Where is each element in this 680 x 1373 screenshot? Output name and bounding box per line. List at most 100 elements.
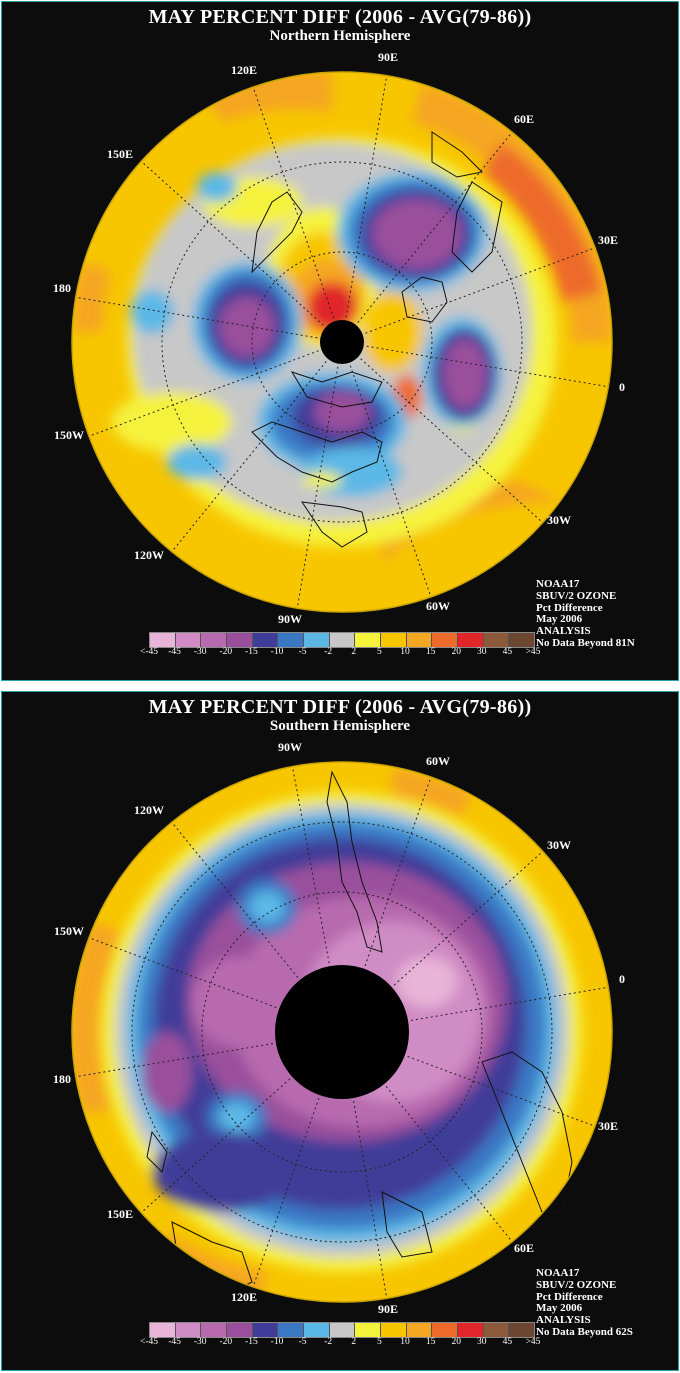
quantity-label: Pct Difference — [536, 601, 603, 614]
instrument-label: SBUV/2 OZONE — [536, 589, 617, 602]
satellite-label: NOAA17 — [536, 1267, 580, 1279]
legend-swatch — [381, 633, 407, 647]
legend-tick-label: 15 — [425, 1337, 436, 1347]
legend-tick-label: <-45 — [139, 647, 159, 657]
legend-swatch — [227, 1323, 253, 1337]
lon-label-90w: 90W — [278, 740, 302, 754]
legend-swatch — [329, 1323, 356, 1337]
color-legend-labels: <-45 -45 -30 -20 -15 -10 -5 -2 2 5 10 15 20 30 45 >45 — [139, 647, 542, 659]
lon-label-60w: 60W — [426, 599, 450, 613]
map-boundary — [71, 761, 613, 1303]
legend-tick-label: -45 — [168, 647, 181, 657]
northern-hemisphere-panel: MAY PERCENT DIFF (2006 - AVG(79-86)) Nor… — [1, 1, 679, 681]
legend-swatch — [329, 633, 356, 647]
legend-swatch — [304, 633, 330, 647]
coastlines — [146, 770, 573, 1293]
legend-swatch — [227, 633, 253, 647]
lon-label-0: 0 — [619, 972, 625, 986]
legend-swatch — [509, 1323, 535, 1337]
legend-tick-label: -15 — [245, 647, 258, 657]
legend-tick-label: -45 — [168, 1337, 181, 1347]
lon-label-30e: 30E — [598, 233, 619, 247]
lon-label-60e: 60E — [514, 112, 535, 126]
legend-swatch — [175, 633, 202, 647]
lon-label-120e: 120E — [231, 63, 258, 77]
product-label: ANALYSIS — [536, 625, 591, 638]
legend-swatch — [432, 1323, 459, 1337]
legend-swatch — [175, 1323, 202, 1337]
instrument-label: SBUV/2 OZONE — [536, 1278, 617, 1291]
legend-tick-label: >45 — [525, 1337, 541, 1347]
legend-swatch — [150, 1323, 176, 1337]
legend-swatch — [432, 633, 459, 647]
color-legend-bar — [149, 1322, 535, 1338]
lon-label-0: 0 — [619, 380, 625, 394]
legend-tick-label: -2 — [324, 647, 333, 657]
map-info-block: NOAA17 SBUV/2 OZONE Pct Difference May 2… — [536, 578, 635, 650]
quantity-label: Pct Difference — [536, 1290, 603, 1303]
lon-label-30e: 30E — [598, 1119, 619, 1133]
legend-tick-label: 10 — [400, 647, 410, 657]
lon-label-120e: 120E — [231, 1290, 258, 1304]
lon-label-150w: 150W — [54, 924, 84, 938]
lon-label-90e: 90E — [378, 50, 399, 64]
map-info-block: NOAA17 SBUV/2 OZONE Pct Difference May 2… — [536, 1267, 633, 1339]
southern-hemisphere-panel: MAY PERCENT DIFF (2006 - AVG(79-86)) Sou… — [1, 691, 679, 1371]
data-limit-label: No Data Beyond 81N — [536, 636, 635, 649]
polar-no-data-hole — [320, 320, 364, 364]
legend-swatch — [458, 633, 484, 647]
polar-no-data-hole — [275, 965, 409, 1099]
polar-ozone-map — [71, 761, 613, 1303]
legend-swatch — [381, 1323, 407, 1337]
legend-swatch — [406, 1323, 433, 1337]
legend-swatch — [252, 1323, 279, 1337]
lon-label-150w: 150W — [54, 428, 84, 442]
legend-tick-label: -5 — [298, 647, 307, 657]
lon-label-90w: 90W — [278, 612, 302, 626]
legend-swatch — [252, 633, 279, 647]
legend-tick-label: 5 — [377, 647, 382, 657]
legend-tick-label: 2 — [351, 647, 357, 657]
satellite-label: NOAA17 — [536, 578, 580, 590]
legend-swatch — [355, 633, 382, 647]
legend-tick-label: -2 — [324, 1337, 333, 1347]
lon-label-60e: 60E — [514, 1241, 535, 1255]
date-label: May 2006 — [536, 613, 583, 626]
legend-tick-label: 20 — [451, 1337, 461, 1347]
lon-label-180: 180 — [53, 281, 71, 295]
legend-tick-label: -30 — [193, 647, 207, 657]
panel-title: MAY PERCENT DIFF (2006 - AVG(79-86)) — [148, 6, 532, 28]
data-limit-label: No Data Beyond 62S — [536, 1325, 633, 1338]
legend-tick-label: -10 — [270, 1337, 284, 1347]
polar-ozone-map — [71, 71, 613, 613]
legend-swatch — [355, 1323, 382, 1337]
coastlines — [251, 131, 503, 548]
legend-swatch — [201, 1323, 228, 1337]
color-legend-bar — [149, 632, 535, 648]
panel-subtitle: Southern Hemisphere — [269, 718, 411, 734]
panel-subtitle: Northern Hemisphere — [269, 28, 411, 44]
legend-swatch — [458, 1323, 484, 1337]
lon-label-30w: 30W — [547, 838, 571, 852]
legend-tick-label: -20 — [219, 1337, 233, 1347]
legend-swatch — [150, 633, 176, 647]
graticule — [73, 73, 611, 611]
legend-tick-label: 45 — [502, 647, 513, 657]
legend-tick-label: 10 — [400, 1337, 410, 1347]
legend-swatch — [483, 633, 510, 647]
legend-tick-label: -30 — [193, 1337, 207, 1347]
product-label: ANALYSIS — [536, 1314, 591, 1327]
legend-tick-label: -20 — [219, 647, 233, 657]
legend-swatch — [304, 1323, 330, 1337]
legend-swatch — [483, 1323, 510, 1337]
legend-swatch — [406, 633, 433, 647]
legend-tick-label: 5 — [377, 1337, 382, 1347]
lon-label-30w: 30W — [547, 513, 571, 527]
legend-swatch — [509, 633, 535, 647]
legend-tick-label: -15 — [245, 1337, 258, 1347]
lon-label-60w: 60W — [426, 754, 450, 768]
legend-swatch — [278, 633, 305, 647]
legend-tick-label: <-45 — [139, 1337, 159, 1347]
date-label: May 2006 — [536, 1302, 583, 1315]
legend-tick-label: 45 — [502, 1337, 513, 1347]
